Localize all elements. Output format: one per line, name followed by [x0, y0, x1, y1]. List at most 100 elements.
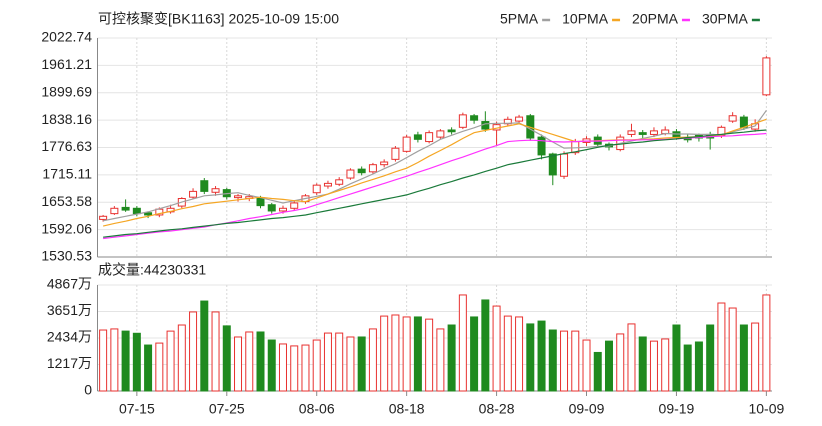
- candle-body: [290, 202, 299, 209]
- candle-body: [335, 179, 344, 185]
- candle-body: [425, 132, 434, 143]
- candle-body: [211, 188, 220, 193]
- volume-bar: [661, 338, 670, 392]
- candle-body: [346, 169, 355, 179]
- candle-body: [413, 134, 422, 140]
- volume-bar: [132, 332, 141, 392]
- candle-body: [267, 204, 276, 212]
- candle-body: [470, 115, 479, 121]
- candle-body: [256, 197, 265, 207]
- volume-bar: [323, 332, 332, 392]
- candle-body: [515, 116, 524, 122]
- candle-body: [548, 153, 557, 176]
- volume-bar: [211, 311, 220, 392]
- volume-bar: [368, 328, 377, 392]
- legend-label: 30PMA: [702, 11, 749, 27]
- candle-body: [368, 164, 377, 173]
- volume-bar: [649, 340, 658, 392]
- candle-body: [627, 130, 636, 135]
- y-tick-label: 4867万: [47, 276, 92, 292]
- volume-bar: [267, 339, 276, 392]
- candle-body: [99, 215, 108, 220]
- volume-bar: [470, 316, 479, 392]
- candle-body: [739, 116, 748, 128]
- volume-bar: [99, 329, 108, 392]
- y-tick-label: 1653.58: [41, 193, 92, 209]
- y-tick-label: 1776.63: [41, 138, 92, 154]
- candle-body: [380, 161, 389, 166]
- volume-bar: [413, 316, 422, 392]
- x-tick-label: 08-06: [299, 401, 335, 417]
- volume-bar: [436, 328, 445, 392]
- volume-bar: [548, 329, 557, 392]
- volume-bar: [627, 323, 636, 392]
- volume-bar: [762, 294, 771, 392]
- x-tick-label: 09-09: [569, 401, 605, 417]
- y-tick-label: 2022.74: [41, 29, 92, 45]
- legend-label: 5PMA: [500, 11, 539, 27]
- candle-body: [357, 168, 366, 174]
- volume-bar: [189, 311, 198, 392]
- candle-body: [649, 130, 658, 135]
- candle-body: [110, 207, 119, 215]
- y-tick-label: 1592.06: [41, 220, 92, 236]
- candle-body: [391, 147, 400, 160]
- x-tick-label: 09-19: [659, 401, 695, 417]
- volume-bar: [121, 330, 130, 392]
- y-tick-label: 1217万: [47, 355, 92, 371]
- ma-line: [103, 129, 767, 238]
- volume-bar: [616, 333, 625, 392]
- volume-bar: [537, 320, 546, 392]
- volume-bar: [110, 328, 119, 392]
- volume-bar: [256, 331, 265, 392]
- volume-bar: [560, 330, 569, 392]
- volume-bar: [335, 332, 344, 392]
- volume-bar: [751, 322, 760, 392]
- y-tick-label: 2434万: [47, 329, 92, 345]
- legend-label: 20PMA: [632, 11, 679, 27]
- volume-bar: [222, 325, 231, 392]
- volume-bar: [593, 351, 602, 392]
- volume-bar: [402, 316, 411, 392]
- volume-bar: [200, 300, 209, 392]
- volume-bar: [425, 318, 434, 392]
- legend-label: 10PMA: [562, 11, 609, 27]
- volume-bar: [312, 339, 321, 392]
- y-tick-label: 1530.53: [41, 248, 92, 264]
- volume-bar: [357, 336, 366, 392]
- candle-body: [312, 184, 321, 194]
- volume-bar: [672, 324, 681, 392]
- candle-body: [234, 195, 243, 199]
- candle-body: [121, 206, 130, 211]
- volume-bar: [481, 299, 490, 392]
- candle-body: [560, 153, 569, 177]
- y-tick-label: 3651万: [47, 302, 92, 318]
- ma-line: [102, 118, 767, 227]
- candle-body: [278, 207, 287, 212]
- volume-bar: [694, 341, 703, 392]
- chart-title: 可控核聚变[BK1163] 2025-10-09 15:00: [98, 11, 339, 27]
- volume-bar: [290, 345, 299, 392]
- volume-bar: [278, 343, 287, 392]
- volume-bar: [683, 344, 692, 392]
- ma-line: [102, 110, 767, 222]
- volume-bar: [245, 331, 254, 392]
- candle-body: [402, 136, 411, 152]
- volume-bar: [582, 339, 591, 392]
- y-tick-label: 1899.69: [41, 83, 92, 99]
- volume-bar: [301, 344, 310, 392]
- candle-body: [638, 132, 647, 135]
- volume-bar: [234, 336, 243, 392]
- volume-bar: [346, 336, 355, 392]
- volume-bar: [571, 330, 580, 392]
- volume-bar: [458, 294, 467, 392]
- x-tick-label: 08-28: [479, 401, 515, 417]
- y-tick-label: 0: [84, 382, 92, 398]
- x-tick-label: 08-18: [389, 401, 425, 417]
- candle-body: [537, 136, 546, 156]
- volume-bar: [604, 340, 613, 392]
- volume-bar: [706, 324, 715, 392]
- candle-body: [436, 130, 445, 138]
- x-tick-label: 07-25: [209, 401, 245, 417]
- x-tick-label: 07-15: [119, 401, 155, 417]
